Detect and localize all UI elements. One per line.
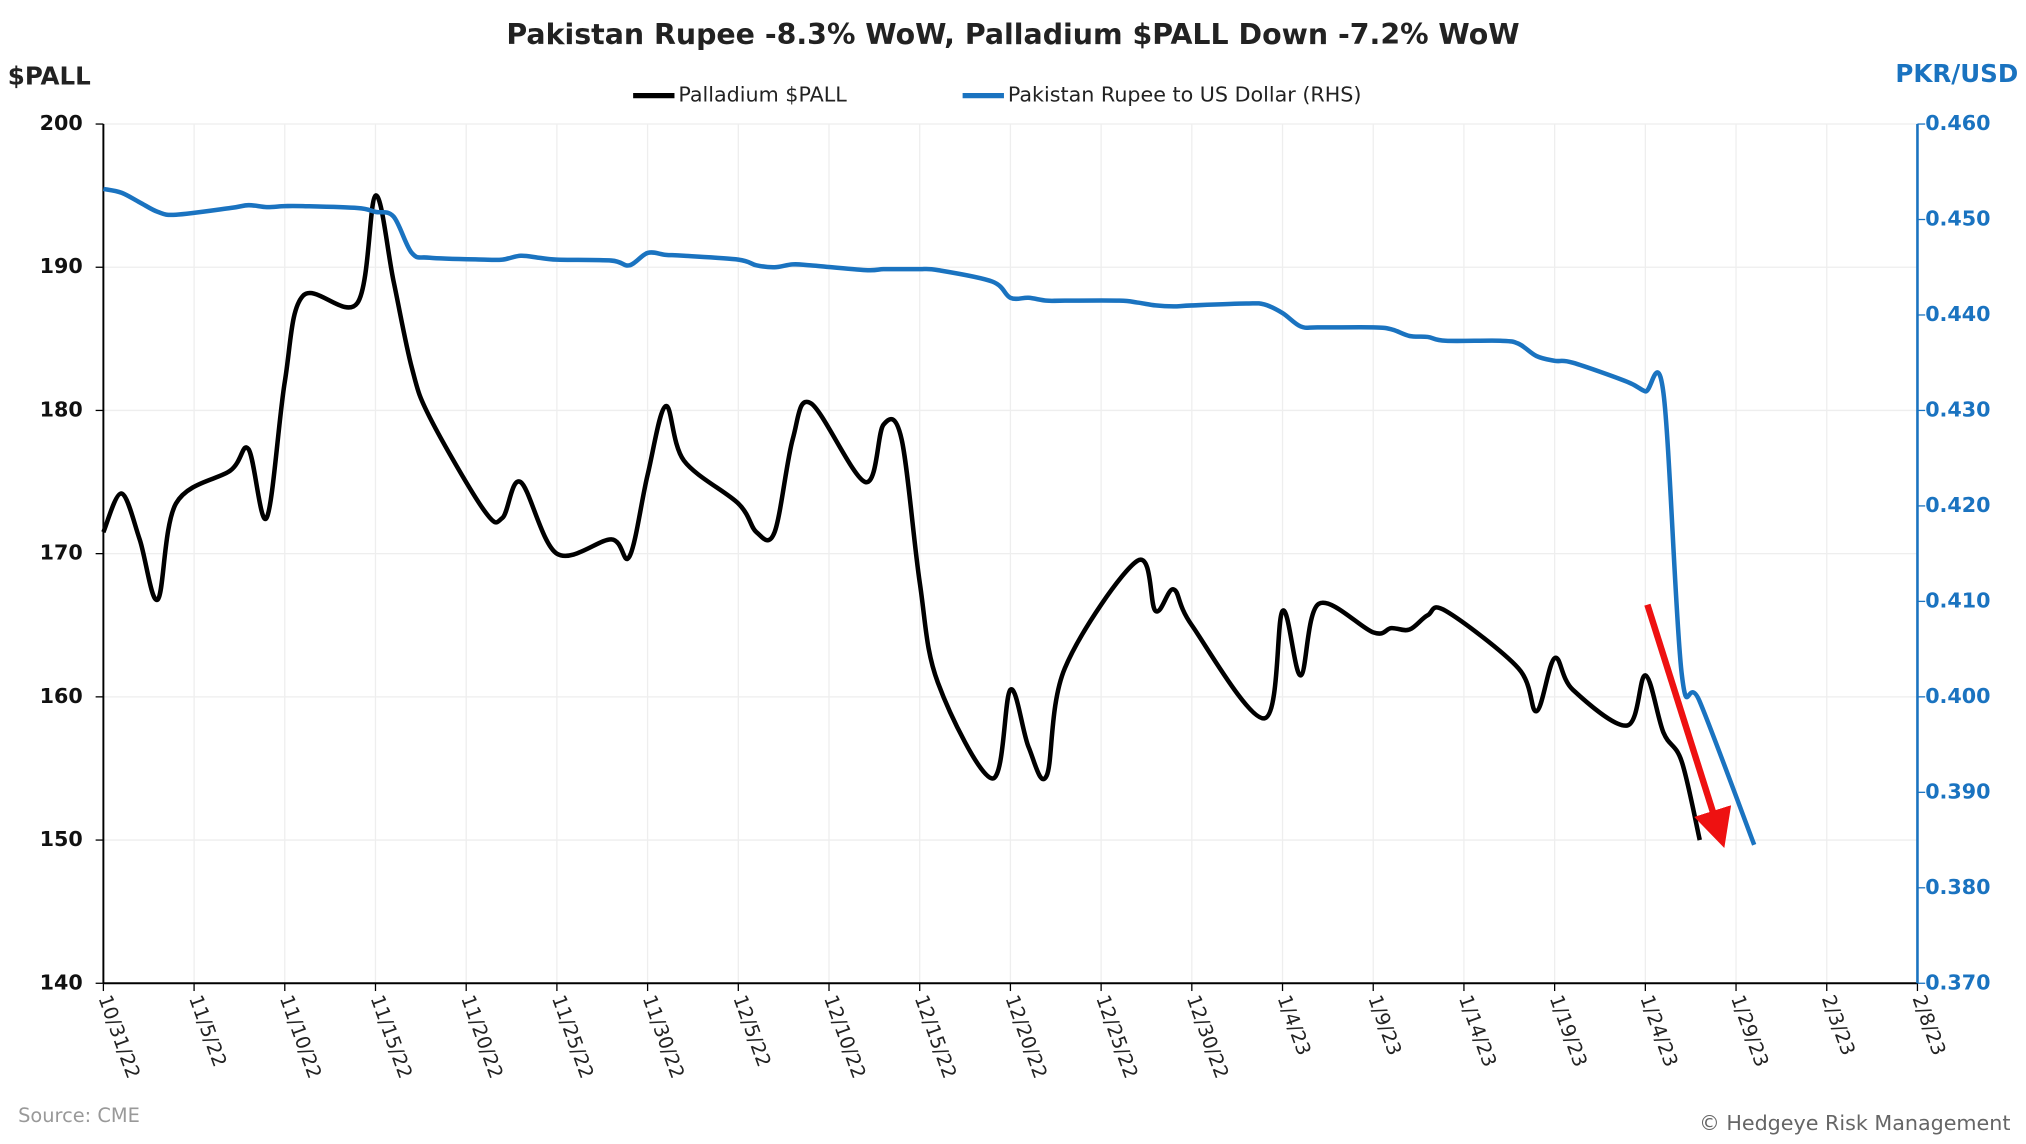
y2-tick-label: 0.410 — [1925, 588, 1990, 612]
y-tick-label: 140 — [40, 970, 83, 994]
x-tick-label: 11/20/22 — [456, 992, 507, 1082]
y2-tick-label: 0.400 — [1925, 684, 1990, 708]
y2-tick-label: 0.370 — [1925, 970, 1990, 994]
y-tick-label: 190 — [40, 254, 83, 278]
x-tick-label: 1/9/23 — [1363, 992, 1406, 1058]
x-tick-label: 11/10/22 — [275, 992, 326, 1082]
x-tick-label: 11/15/22 — [366, 992, 417, 1082]
x-tick-label: 1/14/23 — [1454, 992, 1501, 1070]
x-tick-label: 11/25/22 — [547, 992, 598, 1082]
legend-label: Palladium $PALL — [678, 83, 847, 107]
x-tick-label: 1/19/23 — [1545, 992, 1592, 1070]
x-tick-label: 12/25/22 — [1091, 992, 1142, 1082]
x-tick-label: 12/30/22 — [1182, 992, 1233, 1082]
series-line — [102, 186, 1757, 846]
x-tick-label: 12/10/22 — [819, 992, 870, 1082]
chart-title: Pakistan Rupee -8.3% WoW, Palladium $PAL… — [506, 18, 1519, 51]
x-tick-label: 2/8/23 — [1908, 992, 1951, 1058]
source: Source: CME — [18, 1104, 140, 1127]
y2-tick-label: 0.450 — [1925, 207, 1990, 231]
y2-tick-label: 0.440 — [1925, 302, 1990, 326]
y2-tick-label: 0.380 — [1925, 875, 1990, 899]
x-tick-label: 12/20/22 — [1001, 992, 1052, 1082]
x-tick-label: 12/5/22 — [728, 992, 775, 1070]
x-tick-label: 11/5/22 — [184, 992, 231, 1070]
x-tick-label: 12/15/22 — [910, 992, 961, 1082]
series-line — [101, 193, 1702, 841]
y2-tick-label: 0.460 — [1925, 111, 1990, 135]
y-tick-label: 160 — [40, 684, 83, 708]
y2-tick-label: 0.420 — [1925, 493, 1990, 517]
y2-tick-label: 0.430 — [1925, 397, 1990, 421]
y-axis-title: $PALL — [8, 62, 91, 91]
y-tick-label: 150 — [40, 827, 83, 851]
y2-tick-label: 0.390 — [1925, 779, 1990, 803]
y-tick-label: 170 — [40, 541, 83, 565]
y-tick-label: 200 — [40, 111, 83, 135]
x-tick-label: 11/30/22 — [638, 992, 689, 1082]
trend-arrow — [1644, 603, 1732, 848]
y-tick-label: 180 — [40, 397, 83, 421]
x-tick-label: 1/29/23 — [1726, 992, 1773, 1070]
x-tick-label: 1/24/23 — [1635, 992, 1682, 1070]
x-tick-label: 10/31/22 — [94, 992, 145, 1082]
legend-label: Pakistan Rupee to US Dollar (RHS) — [1008, 83, 1362, 107]
x-tick-label: 1/4/23 — [1273, 992, 1316, 1058]
credit: © Hedgeye Risk Management — [1699, 1111, 2010, 1135]
x-tick-label: 2/3/23 — [1817, 992, 1860, 1058]
y2-axis-title: PKR/USD — [1895, 59, 2018, 88]
